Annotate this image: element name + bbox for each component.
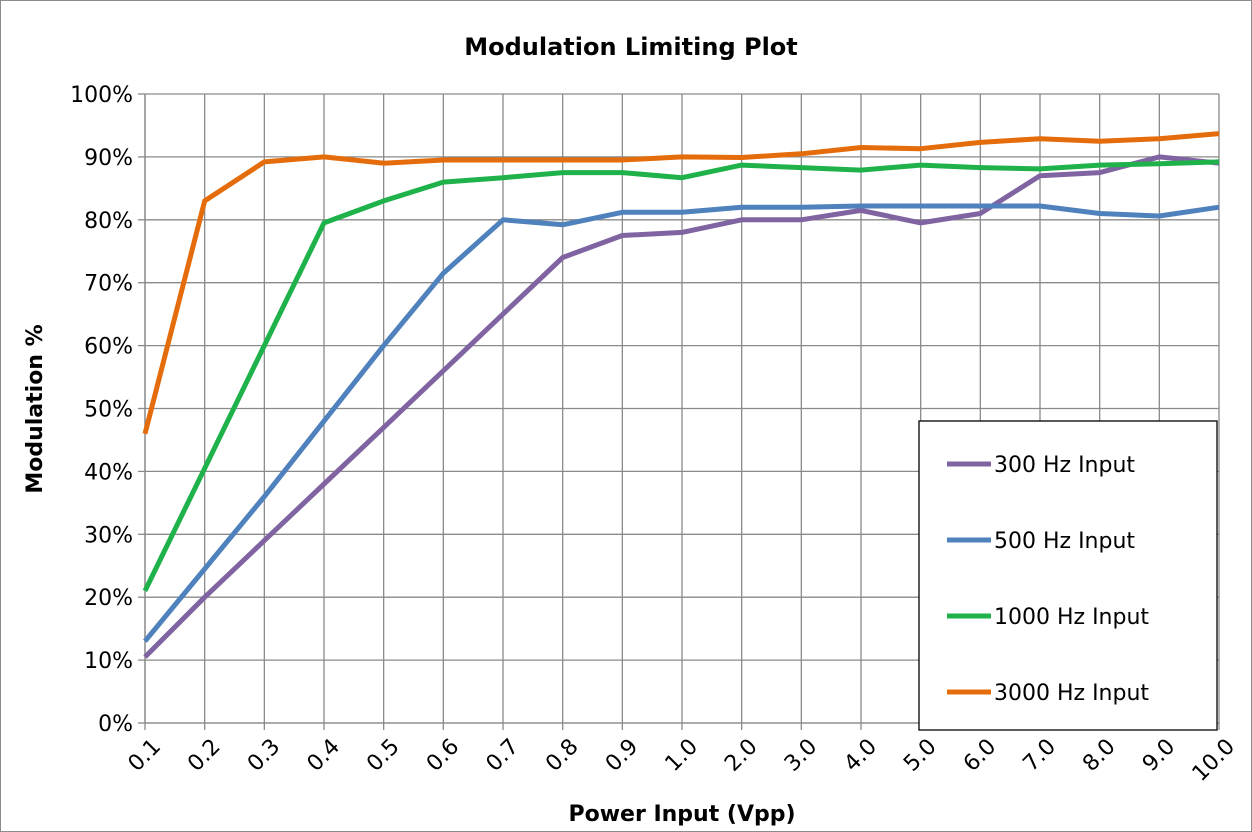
chart-title: Modulation Limiting Plot <box>464 33 798 61</box>
legend-label: 300 Hz Input <box>994 453 1135 478</box>
y-axis-title: Modulation % <box>23 324 48 493</box>
y-tick-label: 100% <box>70 83 133 108</box>
series-line <box>143 154 1220 659</box>
y-tick-labels: 0% 10% 20% 30% 40% 50% 60% 70% 80% 90% 100% <box>70 83 133 737</box>
x-tick-label: 10.0 <box>1188 734 1240 786</box>
x-tick-label: 9.0 <box>1138 734 1180 776</box>
x-tick-label: 0.1 <box>124 734 166 776</box>
x-tick-label: 3.0 <box>780 734 822 776</box>
x-tick-label: 0.5 <box>362 734 404 776</box>
x-tick-label: 1.0 <box>661 734 703 776</box>
x-tick-label: 6.0 <box>959 734 1001 776</box>
legend-label: 500 Hz Input <box>994 529 1135 554</box>
y-tick-label: 50% <box>84 398 133 423</box>
x-tick-label: 8.0 <box>1078 734 1120 776</box>
legend: 300 Hz Input 500 Hz Input 1000 Hz Input 300… <box>918 420 1218 731</box>
series-line <box>143 203 1220 643</box>
x-axis-title: Power Input (Vpp) <box>568 802 795 827</box>
x-tick-label: 0.6 <box>422 734 464 776</box>
series-lines <box>142 131 1220 659</box>
x-tick-label: 0.3 <box>243 734 285 776</box>
y-tick-label: 80% <box>84 209 133 234</box>
y-tick-label: 20% <box>84 586 133 611</box>
x-tick-label: 0.8 <box>541 734 583 776</box>
y-tick-label: 70% <box>84 272 133 297</box>
y-tick-label: 10% <box>84 649 133 674</box>
series-line <box>142 131 1220 435</box>
x-tick-label: 0.2 <box>183 734 225 776</box>
y-tick-label: 30% <box>84 523 133 548</box>
series-line <box>142 159 1220 592</box>
y-tick-label: 60% <box>84 335 133 360</box>
y-tick-label: 0% <box>98 712 133 737</box>
x-tick-labels: 0.1 0.2 0.3 0.4 0.5 0.6 0.7 0.8 0.9 1.0 2.0 3.0 4.0 5… <box>124 734 1240 786</box>
y-tick-label: 90% <box>84 146 133 171</box>
x-tick-label: 5.0 <box>899 734 941 776</box>
x-tick-label: 7.0 <box>1019 734 1061 776</box>
x-tick-label: 4.0 <box>840 734 882 776</box>
x-tick-label: 2.0 <box>720 734 762 776</box>
x-tick-label: 0.9 <box>601 734 643 776</box>
legend-label: 1000 Hz Input <box>994 605 1149 630</box>
legend-box <box>918 420 1218 731</box>
legend-label: 3000 Hz Input <box>994 681 1149 706</box>
x-tick-label: 0.4 <box>303 734 345 776</box>
x-tick-label: 0.7 <box>482 734 524 776</box>
y-tick-label: 40% <box>84 460 133 485</box>
